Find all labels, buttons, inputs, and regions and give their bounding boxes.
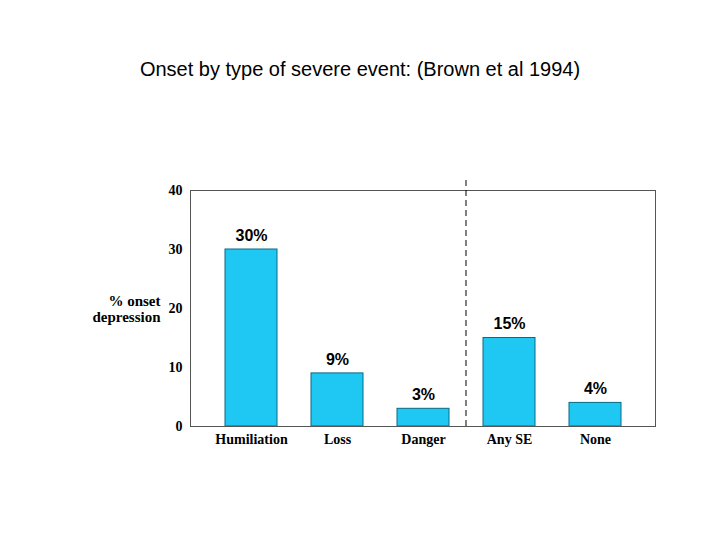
svg-text:20: 20 [169, 301, 183, 316]
svg-text:10: 10 [169, 360, 183, 375]
svg-text:30: 30 [169, 242, 183, 257]
svg-text:40: 40 [169, 183, 183, 198]
svg-text:Any SE: Any SE [487, 432, 533, 447]
svg-text:Loss: Loss [324, 432, 352, 447]
svg-text:Humiliation: Humiliation [215, 432, 288, 447]
svg-text:15%: 15% [493, 315, 525, 332]
html-text:Onset by type of severe event:: Onset by type of severe event: (Brown et… [139, 58, 581, 80]
svg-text:9%: 9% [326, 351, 349, 368]
svg-text:None: None [580, 432, 611, 447]
svg-text:Danger: Danger [401, 432, 445, 447]
svg-text:30%: 30% [235, 227, 267, 244]
svg-text:3%: 3% [412, 386, 435, 403]
svg-text:4%: 4% [584, 380, 607, 397]
svg-text:0: 0 [176, 419, 183, 434]
svg-text:% onsetdepression: % onsetdepression [92, 293, 161, 326]
